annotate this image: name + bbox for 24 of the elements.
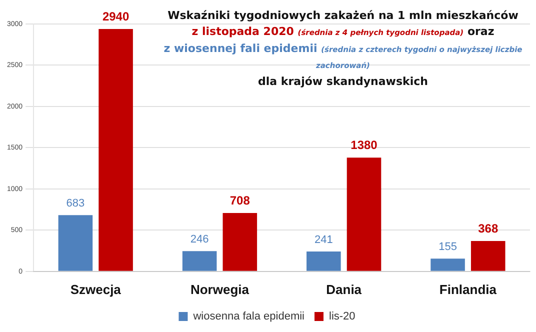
data-label: 1380 [350,138,378,152]
x-tick-label: Norwegia [190,282,250,297]
bar [58,215,93,271]
data-label: 246 [190,234,209,246]
bar [306,252,341,271]
x-tick-label: Szwecja [70,282,122,297]
legend-label: wiosenna fala epidemii [192,310,305,323]
data-label: 368 [478,221,498,236]
data-label: 241 [314,234,333,246]
bar [470,241,506,271]
bar [346,158,382,271]
data-label: 683 [66,198,85,210]
data-label: 2940 [102,9,130,24]
bar [430,258,465,271]
annotation: dla krajów skandynawskich [257,74,429,90]
bar [98,28,133,271]
data-label: 155 [438,241,457,254]
legend-label: lis-20 [329,310,356,323]
bar [222,213,258,271]
bar [182,251,217,271]
x-tick-label: Finlandia [439,282,498,297]
chart-title: Wskaźniki tygodniowych zakażeń na 1 mln mieszkańców [166,8,520,24]
x-tick-label: Dania [326,282,362,297]
data-label: 708 [230,193,250,208]
